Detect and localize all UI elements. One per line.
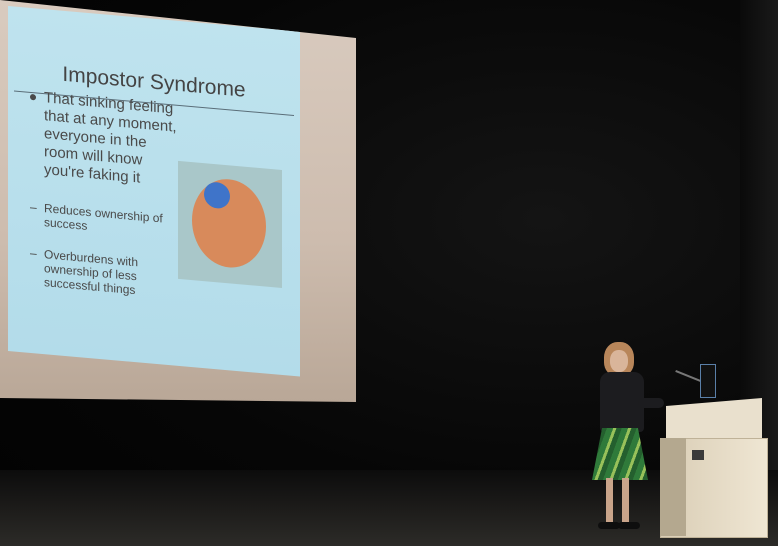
- slide-sub-point-2: – Overburdens with ownership of less suc…: [30, 246, 164, 299]
- sub-point-text: Overburdens with ownership of less succe…: [44, 247, 139, 298]
- sub-bullet-dash: –: [30, 199, 37, 215]
- stage-floor: [0, 470, 778, 546]
- presentation-slide: Impostor Syndrome That sinking feeling t…: [8, 6, 300, 377]
- sub-point-text: Reduces ownership of success: [44, 201, 163, 233]
- speaker-leg: [606, 478, 613, 524]
- slide-sub-point-1: – Reduces ownership of success: [30, 200, 164, 239]
- bullet-dot: [30, 93, 36, 101]
- speaker-shoe: [598, 522, 620, 529]
- speaker-cardigan: [600, 372, 644, 432]
- venn-large-circle: [192, 176, 266, 271]
- speaker-shoe: [618, 522, 640, 529]
- lectern-top: [666, 398, 762, 438]
- speaker-leg: [622, 478, 629, 524]
- lectern-monitor: [700, 364, 716, 398]
- projection-screen: Impostor Syndrome That sinking feeling t…: [0, 0, 356, 402]
- speaker-arm: [638, 398, 664, 408]
- speaker: [588, 342, 668, 534]
- lectern-port: [692, 450, 704, 460]
- slide-main-point: That sinking feeling that at any moment,…: [44, 89, 177, 187]
- speaker-skirt: [592, 428, 648, 480]
- speaker-face: [610, 350, 628, 372]
- lectern-shadow: [660, 438, 686, 536]
- venn-diagram-icon: [178, 160, 282, 288]
- sub-bullet-dash: –: [30, 245, 37, 261]
- lectern: [656, 398, 768, 538]
